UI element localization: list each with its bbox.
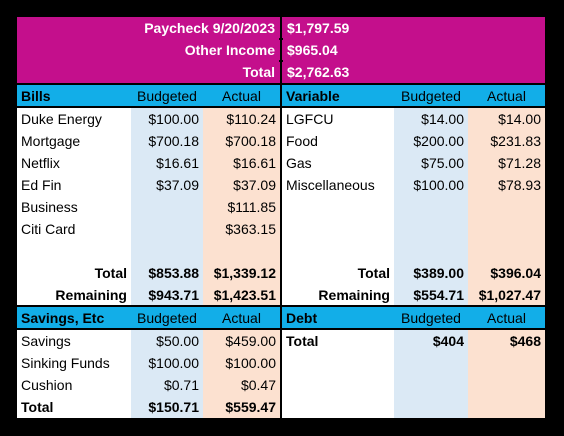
savings-name[interactable]: Savings <box>21 333 71 349</box>
savings-budgeted[interactable]: $100.00 <box>148 355 199 371</box>
variable-name[interactable]: Miscellaneous <box>286 177 375 193</box>
debt-budgeted-column <box>394 330 468 418</box>
debt-title[interactable]: Debt <box>282 307 394 329</box>
bill-actual[interactable]: $37.09 <box>233 177 276 193</box>
debt-total-actual[interactable]: $468 <box>509 333 541 349</box>
debt-col-actual[interactable]: Actual <box>468 307 545 329</box>
bills-actual-column <box>203 108 280 305</box>
variable-budgeted[interactable]: $100.00 <box>413 177 464 193</box>
bill-budgeted[interactable] <box>131 196 203 218</box>
other-income-label[interactable]: Other Income <box>17 39 279 61</box>
variable-col-budgeted[interactable]: Budgeted <box>394 85 468 107</box>
variable-name[interactable]: Food <box>286 133 318 149</box>
bill-budgeted[interactable]: $100.00 <box>148 111 199 127</box>
savings-total-label[interactable]: Total <box>21 399 54 415</box>
variable-total-actual[interactable]: $396.04 <box>490 265 541 281</box>
bill-name[interactable]: Duke Energy <box>21 111 102 127</box>
bills-total-actual[interactable]: $1,339.12 <box>213 265 276 281</box>
savings-actual-column <box>203 330 280 418</box>
bill-actual[interactable]: $700.18 <box>225 133 276 149</box>
savings-col-actual[interactable]: Actual <box>203 307 280 329</box>
debt-total-label[interactable]: Total <box>286 333 319 349</box>
savings-budgeted-column <box>131 330 203 418</box>
savings-col-budgeted[interactable]: Budgeted <box>131 307 203 329</box>
bills-remaining-actual[interactable]: $1,423.51 <box>213 287 276 303</box>
bills-total-label[interactable]: Total <box>94 265 127 281</box>
variable-remaining-actual[interactable]: $1,027.47 <box>478 287 541 303</box>
variable-budgeted[interactable]: $14.00 <box>421 111 464 127</box>
savings-name[interactable]: Sinking Funds <box>21 355 110 371</box>
savings-name-column <box>17 330 131 418</box>
variable-actual[interactable]: $231.83 <box>490 133 541 149</box>
savings-total-actual[interactable]: $559.47 <box>225 399 276 415</box>
variable-total-budgeted[interactable]: $389.00 <box>413 265 464 281</box>
savings-title[interactable]: Savings, Etc <box>17 307 131 329</box>
variable-actual-column <box>468 108 545 305</box>
budget-sheet: Paycheck 9/20/2023 $1,797.59 Other Incom… <box>17 17 545 418</box>
bill-name[interactable]: Netflix <box>21 155 60 171</box>
bills-title[interactable]: Bills <box>17 85 131 107</box>
bill-actual[interactable]: $110.24 <box>226 111 276 127</box>
debt-name-column <box>282 330 394 418</box>
bills-remaining-budgeted[interactable]: $943.71 <box>148 287 199 303</box>
debt-col-budgeted[interactable]: Budgeted <box>394 307 468 329</box>
variable-budgeted[interactable]: $200.00 <box>413 133 464 149</box>
savings-budgeted[interactable]: $0.71 <box>163 377 199 393</box>
variable-actual[interactable]: $14.00 <box>498 111 541 127</box>
bills-name-column <box>17 108 131 305</box>
variable-name-column <box>282 108 394 305</box>
variable-title[interactable]: Variable <box>282 85 394 107</box>
bill-actual[interactable]: $363.15 <box>225 221 276 237</box>
variable-remaining-budgeted[interactable]: $554.71 <box>413 287 464 303</box>
other-income-value[interactable]: $965.04 <box>283 39 545 61</box>
bills-col-budgeted[interactable]: Budgeted <box>131 85 203 107</box>
savings-actual[interactable]: $100.00 <box>225 355 276 371</box>
variable-budgeted-column <box>394 108 468 305</box>
divider <box>280 17 282 83</box>
savings-name[interactable]: Cushion <box>21 377 73 393</box>
bill-budgeted[interactable]: $700.18 <box>148 133 199 149</box>
variable-actual[interactable]: $71.28 <box>498 155 541 171</box>
debt-actual-column <box>468 330 545 418</box>
bill-budgeted[interactable]: $16.61 <box>156 155 199 171</box>
paycheck-label[interactable]: Paycheck 9/20/2023 <box>17 17 279 39</box>
savings-total-budgeted[interactable]: $150.71 <box>148 399 199 415</box>
bills-col-actual[interactable]: Actual <box>203 85 280 107</box>
bill-name[interactable]: Citi Card <box>21 221 76 237</box>
bill-budgeted[interactable]: $37.09 <box>156 177 199 193</box>
variable-budgeted[interactable]: $75.00 <box>421 155 464 171</box>
variable-name[interactable]: Gas <box>286 155 312 171</box>
bills-remaining-label[interactable]: Remaining <box>55 287 127 303</box>
savings-actual[interactable]: $459.00 <box>225 333 276 349</box>
bill-actual[interactable]: $111.85 <box>227 199 276 215</box>
income-total-value[interactable]: $2,762.63 <box>283 61 545 83</box>
bills-total-budgeted[interactable]: $853.88 <box>148 265 199 281</box>
bill-name[interactable]: Ed Fin <box>21 177 62 193</box>
bill-actual[interactable]: $16.61 <box>233 155 276 171</box>
income-total-label[interactable]: Total <box>17 61 279 83</box>
savings-actual[interactable]: $0.47 <box>240 377 276 393</box>
debt-total-budgeted[interactable]: $404 <box>432 333 464 349</box>
variable-total-label[interactable]: Total <box>357 265 390 281</box>
bills-budgeted-column <box>131 108 203 305</box>
variable-col-actual[interactable]: Actual <box>468 85 545 107</box>
bill-name[interactable]: Business <box>21 199 78 215</box>
savings-budgeted[interactable]: $50.00 <box>156 333 199 349</box>
variable-name[interactable]: LGFCU <box>286 111 334 127</box>
variable-remaining-label[interactable]: Remaining <box>318 287 390 303</box>
bill-name[interactable]: Mortgage <box>21 133 81 149</box>
variable-actual[interactable]: $78.93 <box>498 177 541 193</box>
divider <box>280 83 282 418</box>
paycheck-value[interactable]: $1,797.59 <box>283 17 545 39</box>
bill-budgeted[interactable] <box>131 218 203 240</box>
divider <box>280 305 282 418</box>
